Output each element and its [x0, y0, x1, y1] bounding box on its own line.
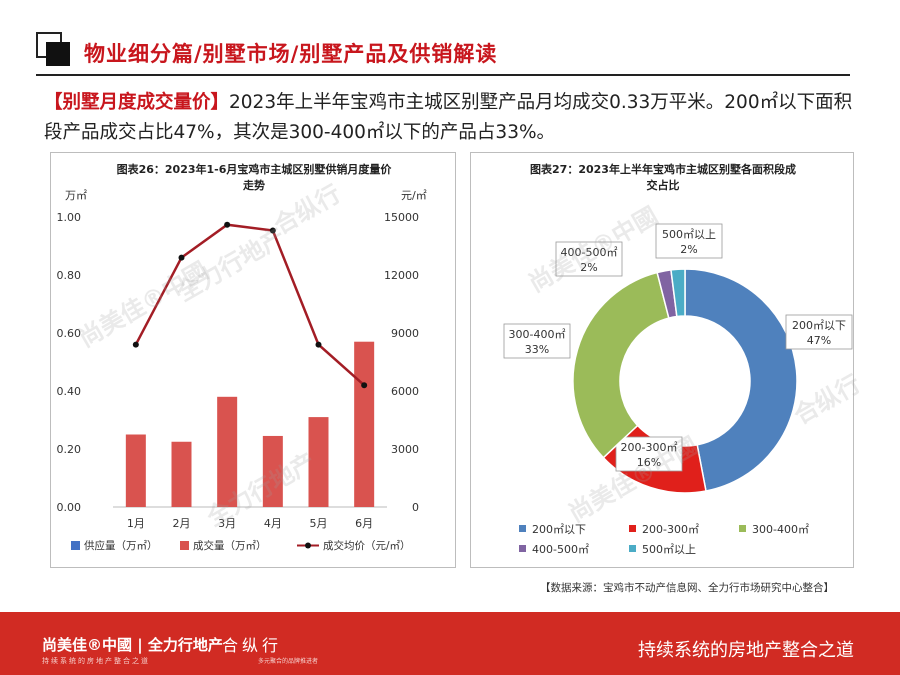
y-left-tick-label: 0.00 — [57, 501, 82, 514]
chart-panel-price-volume: 图表26：2023年1-6月宝鸡市主城区别墅供销月度量价 走势万㎡ 元/㎡ 0.00 0… — [50, 152, 456, 568]
x-tick-label: 1月 — [127, 517, 145, 530]
legend-label: 200㎡以下 — [532, 523, 586, 536]
x-tick-label: 2月 — [173, 517, 191, 530]
legend-swatch — [519, 525, 526, 532]
y-right-tick-label: 12000 — [384, 269, 419, 282]
y-left-tick-label: 1.00 — [57, 211, 82, 224]
header-square-icon — [36, 32, 70, 66]
bar-deal — [171, 441, 192, 507]
donut-slice — [684, 268, 798, 492]
line-point — [178, 254, 185, 261]
slice-pct-label: 33% — [525, 343, 549, 356]
lead-text: 2023年上半年宝鸡市主城区别墅产品月均成交0.33万平米。200㎡以下面积段产… — [44, 92, 853, 143]
data-source-note: 【数据来源：宝鸡市不动产信息网、全力行市场研究中心整合】 — [540, 582, 834, 594]
slice-label-box — [615, 436, 683, 472]
legend-swatch — [739, 525, 746, 532]
x-tick-label: 6月 — [355, 517, 373, 530]
bar-deal — [308, 417, 329, 507]
footer-logo: 合纵行 — [222, 636, 283, 655]
x-tick-label: 3月 — [218, 517, 236, 530]
bar-deal — [354, 341, 375, 507]
x-tick-label: 4月 — [264, 517, 282, 530]
y-right-tick-label: 0 — [412, 501, 419, 514]
line-point — [224, 221, 231, 228]
slice-label-box — [555, 241, 623, 277]
legend-label: 400-500㎡ — [532, 543, 589, 556]
line-point — [269, 227, 276, 234]
slice-label-box — [655, 223, 723, 259]
slice-label: 200㎡以下 — [792, 319, 846, 332]
bar-deal — [262, 435, 283, 507]
footer-brand: 尚美佳®中國 | 全力行地产 — [42, 636, 223, 654]
y-left-tick-label: 0.40 — [57, 385, 82, 398]
slice-label: 400-500㎡ — [561, 246, 618, 259]
y-left-tick-label: 0.60 — [57, 327, 82, 340]
line-point — [361, 382, 368, 389]
chart-title: 图表26：2023年1-6月宝鸡市主城区别墅供销月度量价 — [117, 162, 393, 176]
slice-pct-label: 2% — [680, 243, 697, 256]
bar-deal — [217, 396, 238, 507]
y-right-unit: 元/㎡ — [401, 189, 427, 202]
footer-logo-sub: 多元聚合的品牌推进者 — [258, 658, 319, 665]
lead-tag: 【别墅月度成交量价】 — [44, 92, 230, 113]
line-point — [132, 341, 139, 348]
header-divider — [36, 74, 850, 76]
bar-deal — [125, 434, 146, 507]
y-right-tick-label: 6000 — [391, 385, 419, 398]
legend-swatch — [71, 541, 80, 550]
legend-label: 300-400㎡ — [752, 523, 809, 536]
x-tick-label: 5月 — [310, 517, 328, 530]
line-avg-price — [134, 223, 365, 387]
slice-label-box — [503, 323, 571, 359]
footer-brand-sub: 持续系统的房地产整合之道 — [42, 657, 150, 665]
legend-label: 成交均价（元/㎡） — [323, 539, 411, 552]
slice-pct-label: 47% — [807, 334, 831, 347]
page-title: 物业细分篇/别墅市场/别墅产品及供销解读 — [84, 42, 498, 66]
chart-panel-area-share: 图表27：2023年上半年宝鸡市主城区别墅各面积段成 交占比 200㎡以下 47% 20… — [470, 152, 854, 568]
chart-title: 交占比 — [647, 178, 680, 192]
legend-swatch-marker — [305, 542, 311, 549]
legend-label: 500㎡以上 — [642, 543, 696, 556]
slice-label: 200-300㎡ — [621, 441, 678, 454]
chart-title: 图表27：2023年上半年宝鸡市主城区别墅各面积段成 — [530, 162, 796, 176]
lead-paragraph: 【别墅月度成交量价】2023年上半年宝鸡市主城区别墅产品月均成交0.33万平米。… — [44, 88, 864, 148]
footer-slogan: 持续系统的房地产整合之道 — [638, 640, 854, 661]
legend-swatch — [629, 525, 636, 532]
legend-label: 成交量（万㎡） — [193, 539, 267, 552]
y-left-unit: 万㎡ — [65, 189, 87, 202]
slice-pct-label: 16% — [637, 456, 661, 469]
y-left-tick-label: 0.80 — [57, 269, 82, 282]
legend-swatch — [180, 541, 189, 550]
y-right-tick-label: 9000 — [391, 327, 419, 340]
slice-label: 500㎡以上 — [662, 228, 716, 241]
footer-bar: 尚美佳®中國 | 全力行地产 持续系统的房地产整合之道 合纵行 多元聚合的品牌推… — [0, 612, 900, 675]
slice-pct-label: 2% — [580, 261, 597, 274]
donut-slice — [572, 271, 670, 459]
y-right-tick-label: 3000 — [391, 443, 419, 456]
y-right-tick-label: 15000 — [384, 211, 419, 224]
legend-swatch — [519, 545, 526, 552]
legend-label: 200-300㎡ — [642, 523, 699, 536]
donut-slice — [670, 268, 686, 318]
legend-label: 供应量（万㎡） — [84, 539, 158, 552]
slice-label: 300-400㎡ — [509, 328, 566, 341]
chart-title: 走势 — [242, 178, 265, 192]
legend-swatch — [629, 545, 636, 552]
y-left-tick-label: 0.20 — [57, 443, 82, 456]
line-point — [315, 341, 322, 348]
slice-label-box — [785, 314, 853, 350]
